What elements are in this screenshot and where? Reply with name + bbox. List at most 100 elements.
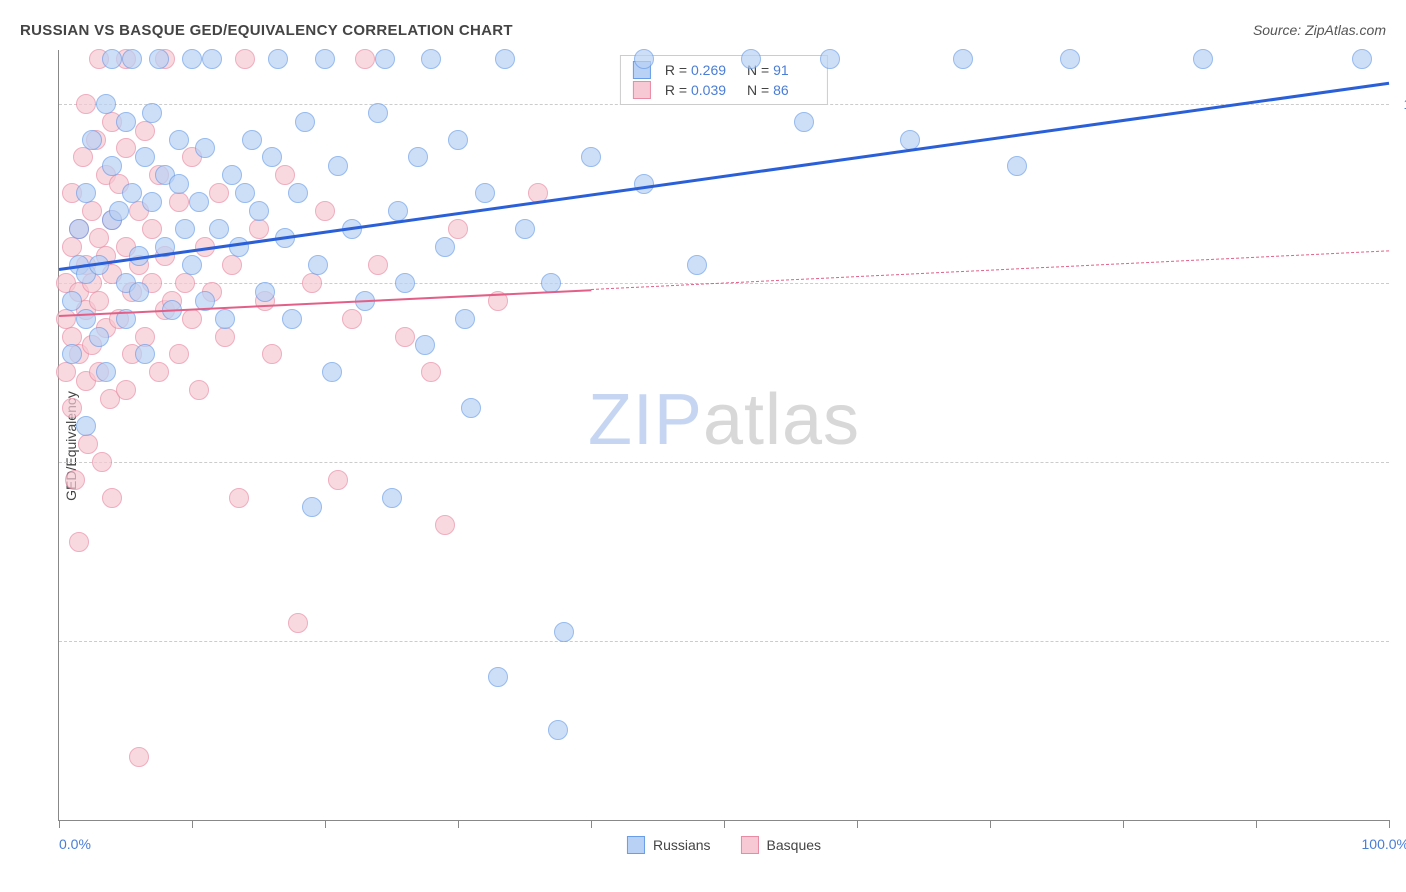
grid-line [59, 462, 1389, 463]
scatter-point [169, 344, 189, 364]
basques-r-value: 0.039 [691, 82, 733, 98]
scatter-point [435, 515, 455, 535]
scatter-point [169, 130, 189, 150]
scatter-point [96, 94, 116, 114]
scatter-point [302, 497, 322, 517]
scatter-point [96, 362, 116, 382]
scatter-point [328, 470, 348, 490]
scatter-point [448, 130, 468, 150]
x-tick [1256, 820, 1257, 828]
scatter-point [288, 183, 308, 203]
scatter-point [62, 291, 82, 311]
scatter-point [1193, 49, 1213, 69]
scatter-point [109, 201, 129, 221]
russians-r-value: 0.269 [691, 62, 733, 78]
legend-stats-row: R = 0.269 N = 91 [633, 60, 815, 80]
watermark: ZIPatlas [588, 379, 860, 461]
scatter-point [455, 309, 475, 329]
scatter-point [382, 488, 402, 508]
x-tick [1389, 820, 1390, 828]
legend-series: Russians Basques [627, 836, 821, 854]
scatter-point [65, 470, 85, 490]
scatter-point [268, 49, 288, 69]
russians-label: Russians [653, 837, 711, 853]
scatter-point [102, 49, 122, 69]
scatter-point [189, 380, 209, 400]
grid-line [59, 104, 1389, 105]
scatter-point [322, 362, 342, 382]
watermark-zip: ZIP [588, 380, 703, 460]
x-tick [1123, 820, 1124, 828]
scatter-point [295, 112, 315, 132]
scatter-point [249, 201, 269, 221]
scatter-point [129, 282, 149, 302]
scatter-point [135, 344, 155, 364]
scatter-point [249, 219, 269, 239]
scatter-point [215, 327, 235, 347]
scatter-point [76, 94, 96, 114]
scatter-point [169, 192, 189, 212]
scatter-point [82, 201, 102, 221]
scatter-point [342, 309, 362, 329]
basques-n-value: 86 [773, 82, 815, 98]
x-tick [192, 820, 193, 828]
n-label: N = [747, 82, 773, 98]
x-tick [325, 820, 326, 828]
scatter-point [515, 219, 535, 239]
russians-swatch [627, 836, 645, 854]
basques-label: Basques [767, 837, 821, 853]
trend-line [591, 251, 1389, 291]
chart-source: Source: ZipAtlas.com [1253, 22, 1386, 38]
scatter-point [315, 49, 335, 69]
scatter-point [421, 362, 441, 382]
scatter-point [78, 434, 98, 454]
scatter-point [202, 49, 222, 69]
scatter-point [315, 201, 335, 221]
scatter-point [209, 219, 229, 239]
scatter-point [222, 255, 242, 275]
scatter-point [475, 183, 495, 203]
scatter-point [288, 613, 308, 633]
scatter-point [222, 165, 242, 185]
scatter-point [129, 747, 149, 767]
scatter-point [308, 255, 328, 275]
scatter-point [149, 362, 169, 382]
x-tick [724, 820, 725, 828]
scatter-point [235, 49, 255, 69]
scatter-point [122, 49, 142, 69]
scatter-point [82, 130, 102, 150]
scatter-point [355, 49, 375, 69]
scatter-point [415, 335, 435, 355]
scatter-point [1060, 49, 1080, 69]
basques-swatch [741, 836, 759, 854]
scatter-point [408, 147, 428, 167]
scatter-point [135, 147, 155, 167]
x-tick [990, 820, 991, 828]
scatter-point [102, 488, 122, 508]
scatter-point [215, 309, 235, 329]
russians-n-value: 91 [773, 62, 815, 78]
r-label: R = [665, 62, 691, 78]
scatter-point [581, 147, 601, 167]
scatter-point [209, 183, 229, 203]
basques-swatch [633, 81, 651, 99]
scatter-point [741, 49, 761, 69]
scatter-point [421, 49, 441, 69]
scatter-point [282, 309, 302, 329]
scatter-point [820, 49, 840, 69]
x-min-label: 0.0% [59, 836, 91, 852]
x-tick [458, 820, 459, 828]
scatter-point [634, 49, 654, 69]
scatter-point [116, 112, 136, 132]
scatter-point [1007, 156, 1027, 176]
scatter-point [56, 362, 76, 382]
scatter-point [395, 327, 415, 347]
scatter-point [195, 138, 215, 158]
scatter-point [1352, 49, 1372, 69]
scatter-point [169, 174, 189, 194]
scatter-point [69, 219, 89, 239]
trend-line [59, 82, 1389, 271]
scatter-point [92, 452, 112, 472]
r-label: R = [665, 82, 691, 98]
scatter-point [262, 344, 282, 364]
